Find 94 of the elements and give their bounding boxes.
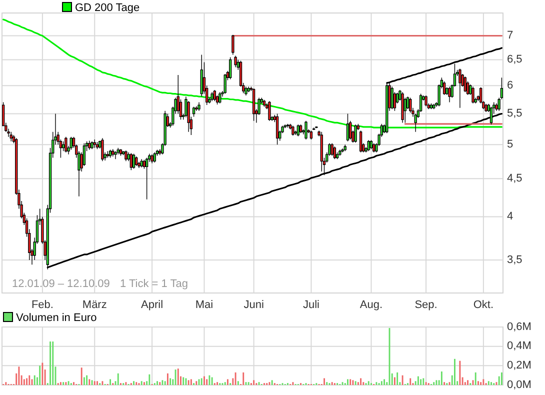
candlestick: [292, 125, 294, 136]
candlestick: [484, 104, 488, 112]
x-tick-label: April: [141, 299, 164, 311]
candlestick: [442, 80, 446, 96]
line-series: [2, 18, 502, 128]
x-tick-label: Sep.: [414, 299, 438, 311]
candlestick: [430, 102, 433, 110]
candlestick: [114, 150, 117, 160]
candlestick: [299, 124, 302, 134]
y-tick-label: 4,5: [507, 172, 522, 185]
candlestick: [112, 148, 114, 157]
candlestick: [106, 150, 110, 158]
candlestick: [119, 148, 122, 156]
candlestick: [135, 156, 138, 166]
candlestick: [448, 86, 451, 103]
x-tick-label: Juni: [244, 299, 264, 311]
y-tick-label: 0,0M: [507, 378, 532, 391]
candlestick: [187, 100, 190, 132]
y-tick-label: 0,6M: [507, 320, 532, 333]
candlestick: [132, 153, 136, 170]
candlestick: [145, 157, 148, 200]
candlestick: [310, 130, 313, 140]
y-tick-label: 4: [507, 210, 514, 223]
candlestick: [93, 139, 96, 148]
candlestick: [232, 34, 234, 56]
candlestick: [247, 86, 250, 92]
candlestick: [252, 88, 256, 122]
candlestick: [338, 149, 342, 156]
candlestick: [276, 113, 279, 145]
candlestick: [320, 132, 323, 172]
candlestick: [70, 136, 72, 150]
annotation: 12.01.09 – 12.10.09: [12, 278, 110, 290]
candlestick: [424, 95, 428, 107]
candlestick: [296, 124, 300, 137]
candlestick: [140, 158, 143, 168]
candlestick: [90, 141, 94, 150]
candlestick: [200, 54, 203, 97]
candlestick: [333, 146, 336, 160]
candlestick: [116, 147, 120, 155]
candlestick: [330, 142, 334, 156]
candlestick: [88, 140, 91, 150]
candlestick: [370, 140, 373, 150]
candlestick: [101, 138, 104, 162]
candlestick: [150, 154, 154, 164]
candlestick: [244, 86, 248, 96]
candlestick: [198, 102, 200, 112]
y-tick-label: 7: [507, 30, 514, 42]
candlestick: [472, 86, 474, 104]
candlestick: [268, 100, 271, 122]
x-tick-label: Aug.: [360, 299, 383, 311]
candlestick: [458, 68, 462, 108]
candlestick: [390, 86, 394, 110]
annotation: 1 Tick = 1 Tag: [120, 278, 188, 290]
y-tick-label: 3,5: [507, 254, 522, 266]
candlestick: [367, 140, 370, 152]
candlestick: [409, 97, 412, 113]
candlestick: [359, 130, 362, 153]
candlestick: [224, 74, 226, 94]
x-tick-label: Juli: [302, 299, 320, 311]
y-tick-label: 0,4M: [507, 340, 532, 352]
candlestick: [464, 76, 466, 92]
y-tick-label: 5: [507, 138, 514, 150]
candlestick: [96, 142, 99, 150]
candlestick: [344, 144, 346, 152]
y-tick-label: 5,5: [507, 108, 522, 120]
candlestick: [10, 132, 12, 142]
candlestick: [234, 55, 237, 68]
candlestick: [210, 92, 214, 102]
candlestick: [124, 150, 128, 162]
legend-label: GD 200 Tage: [75, 2, 140, 14]
x-tick-label: Mai: [195, 299, 214, 311]
y-tick-label: 6,5: [507, 54, 522, 66]
y-tick-label: 0,2M: [507, 360, 532, 372]
x-tick-label: März: [82, 299, 107, 311]
candlestick: [401, 92, 404, 124]
candlestick: [218, 92, 222, 104]
candlestick: [228, 56, 232, 80]
legend-label: Volumen in Euro: [16, 312, 97, 324]
candlestick: [262, 100, 266, 108]
candlestick: [432, 104, 436, 110]
candlestick: [130, 152, 132, 170]
candlestick: [372, 142, 376, 153]
candlestick: [153, 152, 156, 163]
x-tick-label: Okt.: [473, 299, 494, 311]
candlestick: [346, 113, 350, 142]
candlestick: [213, 90, 216, 102]
candlestick: [304, 120, 308, 140]
candlestick: [354, 124, 357, 143]
x-tick-label: Feb.: [31, 299, 54, 311]
candlestick: [64, 136, 68, 153]
candlestick: [192, 106, 196, 118]
candlestick: [466, 80, 470, 96]
y-tick-label: 6: [507, 80, 514, 92]
candlestick: [108, 149, 112, 158]
